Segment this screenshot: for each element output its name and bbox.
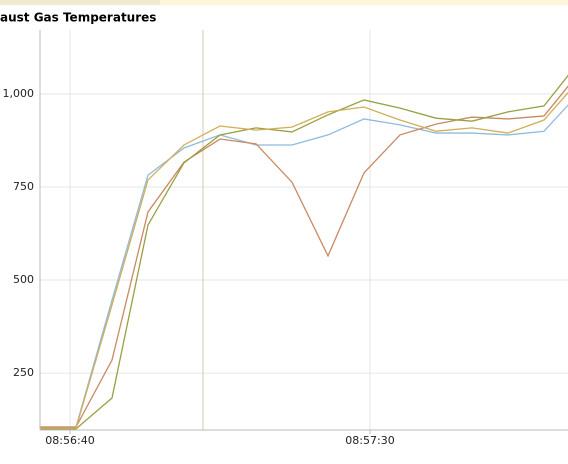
y-tick-label: 500 <box>13 273 34 286</box>
series-line <box>40 85 568 428</box>
series-line <box>40 91 568 429</box>
series-line <box>40 74 568 430</box>
x-tick-label: 08:56:40 <box>45 434 94 447</box>
top-strip <box>0 0 568 5</box>
x-tick-label: 08:57:30 <box>345 434 394 447</box>
y-tick-label: 250 <box>13 366 34 379</box>
y-tick-label: 1,000 <box>3 87 35 100</box>
top-tab <box>0 0 160 5</box>
plot <box>40 74 568 430</box>
chart-title: aust Gas Temperatures <box>0 11 156 25</box>
y-tick-label: 750 <box>13 180 34 193</box>
series-line <box>40 104 568 428</box>
grid <box>40 30 568 430</box>
